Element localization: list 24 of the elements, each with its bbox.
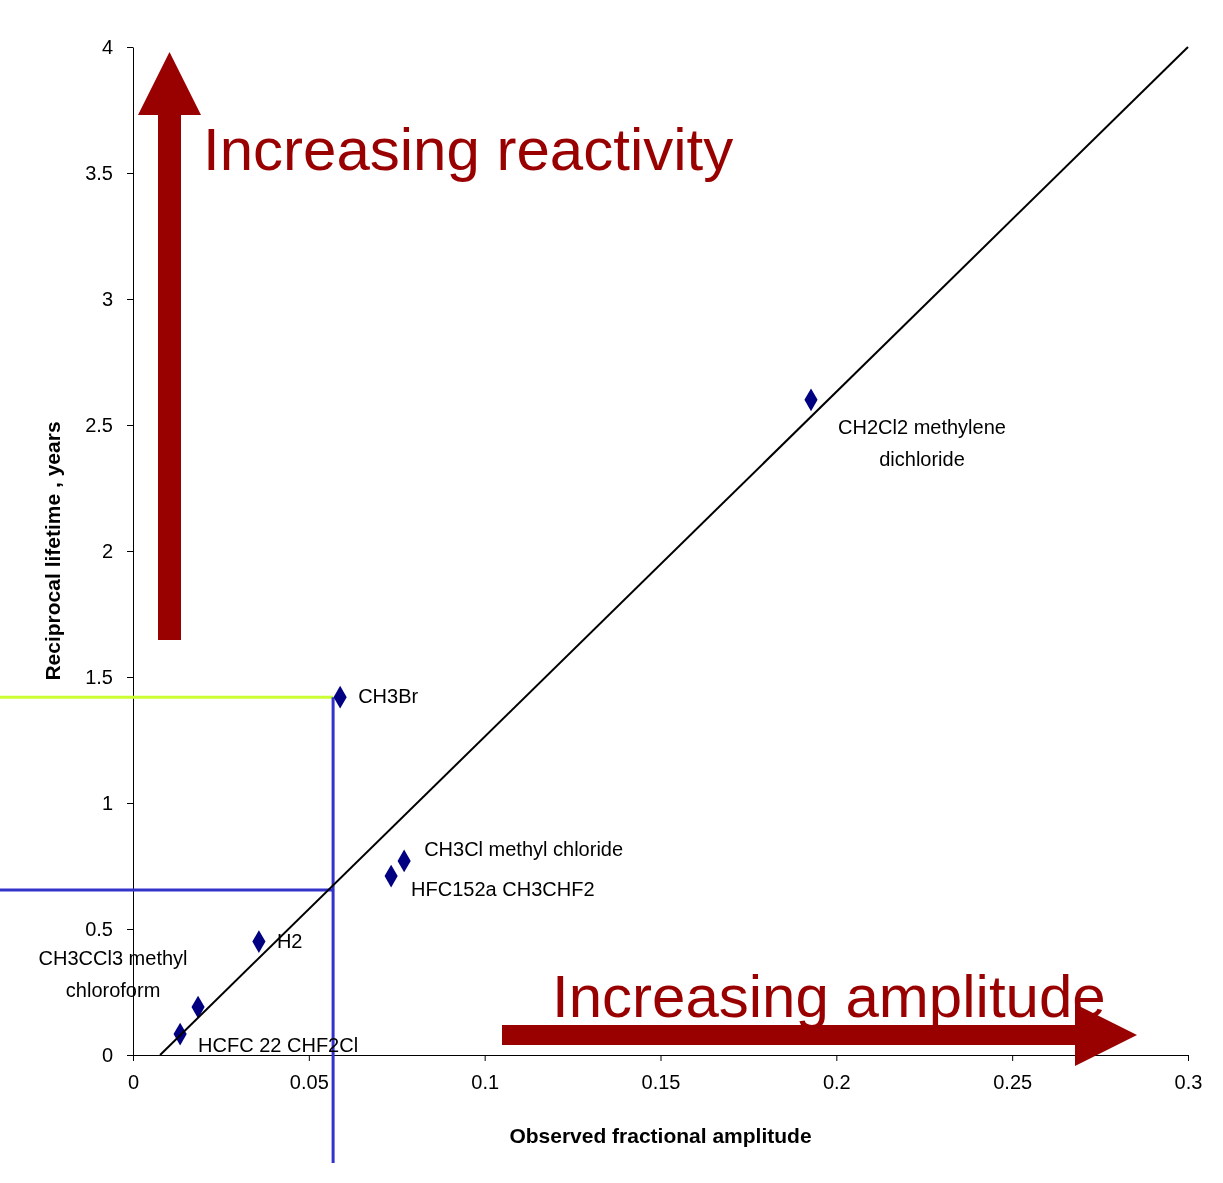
y-tick-label: 2.5 [85,413,113,436]
x-tick-label: 0.15 [641,1071,681,1094]
x-tick-label: 0.3 [1174,1071,1203,1094]
y-tick-label: 1.5 [85,665,113,688]
annotation: Increasing reactivity [203,116,734,183]
annotation: CH3Br [358,685,419,708]
x-axis-title: Observed fractional amplitude [509,1124,812,1147]
y-tick-label: 4 [101,35,113,58]
y-tick-label: 3.5 [85,161,113,184]
y-tick-label: 0 [101,1043,113,1066]
annotation: HFC152a CH3CHF2 [411,878,595,901]
x-tick-label: 0.1 [471,1071,500,1094]
x-tick-label: 0 [127,1071,140,1094]
y-tick-label: 1 [101,791,113,814]
annotation: H2 [276,929,303,952]
x-tick-label: 0.05 [289,1071,329,1094]
y-axis-title: Reciprocal lifetime , years [41,421,64,681]
y-tick-label: 0.5 [85,917,113,940]
x-tick-label: 0.25 [993,1071,1033,1094]
annotation: CH2Cl2 methylene dichloride [838,415,1006,470]
x-tick-label: 0.2 [822,1071,851,1094]
annotation: CH3Cl methyl chloride [424,837,624,860]
y-tick-label: 3 [101,287,113,310]
y-tick-label: 2 [101,539,113,562]
